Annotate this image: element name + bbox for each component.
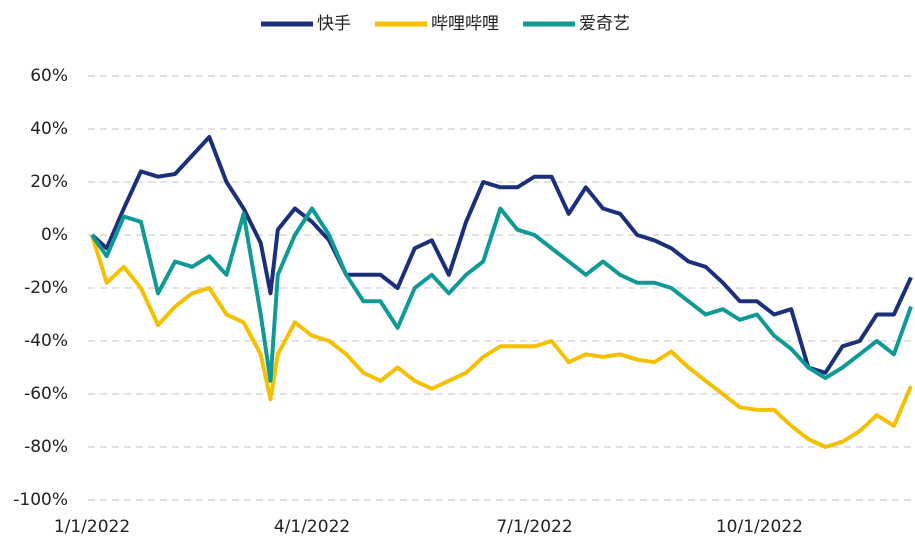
y-tick-label: -20%: [24, 278, 68, 298]
legend-label: 爱奇艺: [579, 14, 630, 34]
y-tick-label: 0%: [41, 225, 68, 245]
series-line: [90, 135, 913, 375]
y-tick-label: -80%: [24, 437, 68, 457]
y-tick-label: -40%: [24, 331, 68, 351]
y-tick-label: 40%: [30, 119, 68, 139]
legend-label: 哔哩哔哩: [431, 14, 499, 34]
x-tick-label: 4/1/2022: [274, 517, 350, 537]
y-tick-label: 20%: [30, 172, 68, 192]
series-line: [90, 206, 913, 383]
y-tick-label: -100%: [13, 490, 68, 510]
x-tick-label: 10/1/2022: [716, 517, 803, 537]
y-tick-label: 60%: [30, 66, 68, 86]
series-line: [90, 234, 913, 449]
legend-label: 快手: [317, 14, 351, 34]
x-tick-label: 7/1/2022: [496, 517, 572, 537]
x-tick-label: 1/1/2022: [54, 517, 130, 537]
y-tick-label: -60%: [24, 384, 68, 404]
